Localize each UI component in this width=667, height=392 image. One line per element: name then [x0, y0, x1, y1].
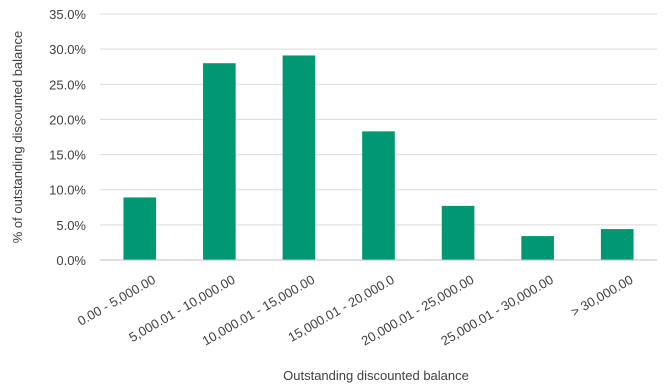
- y-axis-title: % of outstanding discounted balance: [10, 31, 25, 244]
- bar: [123, 197, 157, 260]
- y-tick-label: 5.0%: [56, 218, 86, 233]
- x-axis-ticks: 0.00 - 5,000.005,000.01 - 10,000.0010,00…: [75, 272, 636, 349]
- y-tick-label: 0.0%: [56, 253, 86, 268]
- y-tick-label: 20.0%: [49, 112, 86, 127]
- bar: [282, 55, 316, 261]
- bars: [123, 55, 634, 261]
- bar: [521, 236, 554, 260]
- bar: [203, 63, 236, 261]
- y-axis-ticks: 0.0% 5.0% 10.0% 15.0% 20.0% 25.0% 30.0% 35.0%: [49, 7, 86, 268]
- bar: [362, 131, 395, 260]
- y-tick-label: 15.0%: [49, 148, 86, 163]
- y-tick-label: 30.0%: [49, 42, 86, 57]
- bar: [441, 205, 475, 260]
- bar: [600, 229, 634, 260]
- y-tick-label: 25.0%: [49, 77, 86, 92]
- y-tick-label: 35.0%: [49, 7, 86, 22]
- x-tick-label: > 30,000.00: [568, 272, 635, 320]
- x-axis-title: Outstanding discounted balance: [283, 368, 469, 383]
- y-tick-label: 10.0%: [49, 183, 86, 198]
